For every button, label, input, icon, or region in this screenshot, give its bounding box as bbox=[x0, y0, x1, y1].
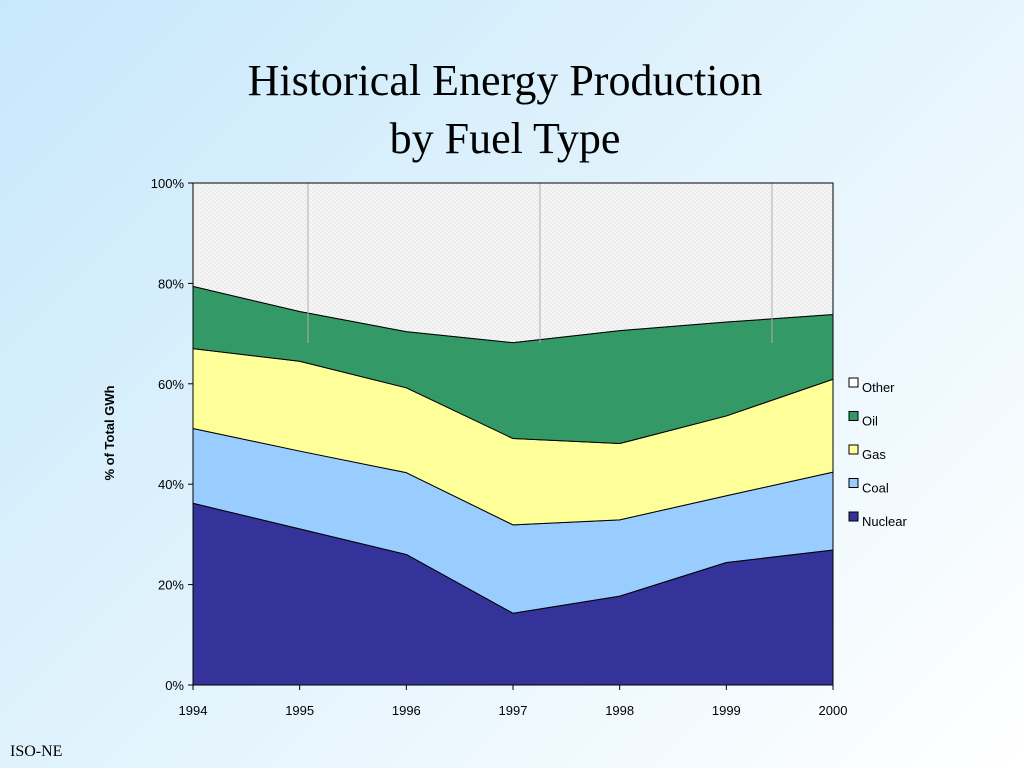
gridlines bbox=[307, 183, 773, 343]
title-line-1: Historical Energy Production bbox=[247, 56, 763, 105]
legend-item-oil: Oil bbox=[848, 411, 878, 429]
legend-swatch bbox=[848, 511, 859, 522]
legend-swatch bbox=[848, 377, 859, 388]
x-tick-label: 1995 bbox=[285, 703, 314, 718]
y-tick-label: 0% bbox=[165, 678, 184, 693]
legend-item-coal: Coal bbox=[848, 478, 889, 496]
x-tick-label: 1997 bbox=[499, 703, 528, 718]
legend-swatch bbox=[848, 444, 859, 455]
legend: Other Oil Gas Coal Nuclear bbox=[848, 377, 907, 529]
x-tick-label: 1994 bbox=[179, 703, 208, 718]
x-tick-label: 2000 bbox=[819, 703, 848, 718]
legend-label: Gas bbox=[862, 447, 886, 462]
y-axis: 0% 20% 40% 60% 80% 100% bbox=[151, 176, 193, 693]
y-tick-label: 60% bbox=[158, 377, 184, 392]
y-tick-label: 80% bbox=[158, 276, 184, 291]
legend-item-other: Other bbox=[848, 377, 895, 395]
series-areas bbox=[192, 182, 834, 686]
slide-title: Historical Energy Production by Fuel Typ… bbox=[0, 52, 1010, 168]
x-tick-label: 1999 bbox=[712, 703, 741, 718]
legend-item-nuclear: Nuclear bbox=[848, 511, 907, 529]
legend-swatch bbox=[848, 478, 859, 488]
legend-label: Nuclear bbox=[862, 514, 907, 529]
legend-label: Oil bbox=[862, 414, 878, 429]
legend-label: Coal bbox=[862, 481, 889, 496]
y-tick-label: 20% bbox=[158, 578, 184, 593]
x-axis: 1994 1995 1996 1997 1998 1999 2000 bbox=[179, 685, 848, 718]
y-axis-label: % of Total GWh bbox=[102, 385, 117, 480]
x-tick-label: 1998 bbox=[605, 703, 634, 718]
footer-source: ISO-NE bbox=[10, 743, 63, 760]
x-tick-label: 1996 bbox=[392, 703, 421, 718]
y-tick-label: 100% bbox=[151, 176, 185, 191]
legend-item-gas: Gas bbox=[848, 444, 886, 462]
legend-swatch bbox=[848, 411, 859, 421]
title-line-2: by Fuel Type bbox=[389, 114, 621, 163]
y-tick-label: 40% bbox=[158, 477, 184, 492]
legend-label: Other bbox=[862, 380, 895, 395]
